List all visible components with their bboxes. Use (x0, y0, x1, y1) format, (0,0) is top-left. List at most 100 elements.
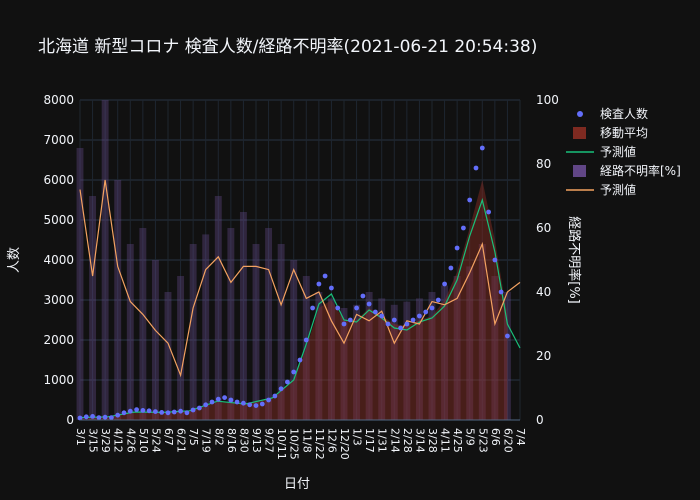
x-tick-label: 1/31 (376, 428, 389, 453)
bar-unknown-route-rate (76, 148, 84, 420)
moving-average-area (80, 180, 508, 420)
bar-unknown-route-rate (403, 301, 411, 420)
scatter-point-tests (121, 410, 127, 416)
bar-unknown-route-rate (101, 100, 109, 420)
bar-unknown-route-rate (340, 308, 348, 420)
scatter-point-tests (266, 397, 271, 403)
left-tick-label: 1000 (43, 373, 74, 387)
scatter-point-tests (335, 305, 341, 311)
bar-unknown-route-rate (126, 244, 134, 420)
scatter-point-tests (454, 245, 460, 251)
x-tick-label: 5/10 (137, 428, 150, 453)
x-tick-label: 3/14 (413, 428, 426, 453)
left-axis-ticks: 0 1000 2000 3000 4000 5000 6000 7000 8000 (43, 93, 74, 427)
x-tick-label: 10/11 (275, 428, 288, 460)
bar-unknown-route-rate (353, 304, 361, 420)
x-tick-label: 6/7 (162, 428, 175, 446)
right-tick-label: 100 (536, 93, 559, 107)
x-tick-label: 1/17 (363, 428, 376, 453)
right-tick-label: 0 (536, 413, 544, 427)
x-tick-label: 4/26 (124, 428, 137, 453)
chart-title: 北海道 新型コロナ 検査人数/経路不明率(2021-06-21 20:54:38… (38, 37, 537, 57)
bar-unknown-route-rate (466, 266, 474, 420)
x-axis-title: 日付 (284, 477, 310, 492)
scatter-point-tests (366, 301, 372, 307)
x-tick-label: 7/5 (187, 428, 200, 446)
scatter-point-tests (184, 410, 190, 416)
bar-unknown-route-rate (428, 292, 436, 420)
scatter-point-tests (134, 407, 140, 412)
scatter-point-tests (448, 265, 454, 271)
scatter-point-tests (398, 325, 403, 331)
scatter-point-tests (461, 225, 466, 231)
right-axis-title: 経路不明率[%] (566, 216, 582, 304)
scatter-point-tests (228, 397, 234, 403)
left-tick-label: 0 (66, 413, 74, 427)
bar-unknown-route-rate (227, 228, 235, 420)
x-tick-label: 9/13 (250, 428, 263, 453)
bar-unknown-route-rate (277, 244, 285, 420)
left-tick-label: 2000 (43, 333, 74, 347)
x-tick-label: 7/4 (514, 428, 527, 446)
x-tick-label: 3/29 (99, 428, 112, 453)
scatter-point-tests (159, 410, 165, 415)
scatter-point-tests (404, 321, 410, 327)
bar-unknown-route-rate (114, 180, 122, 420)
scatter-point-tests (234, 399, 240, 405)
left-tick-label: 5000 (43, 213, 74, 227)
scatter-point-tests (102, 414, 108, 420)
left-axis-title: 人数 (7, 247, 22, 273)
scatter-point-tests (341, 321, 347, 327)
x-tick-label: 6/21 (175, 428, 188, 453)
left-tick-label: 3000 (43, 293, 74, 307)
scatter-point-tests (253, 403, 259, 408)
x-tick-label: 5/23 (476, 428, 489, 453)
scatter-point-tests (96, 415, 102, 420)
bar-unknown-route-rate (202, 234, 210, 420)
legend-swatch-bar (573, 165, 586, 177)
scatter-point-tests (354, 305, 359, 311)
x-tick-label: 10/25 (288, 428, 301, 460)
bar-unknown-route-rate (365, 292, 373, 420)
right-tick-label: 60 (536, 221, 551, 235)
bar-unknown-route-rate (89, 196, 97, 420)
bar-unknown-route-rate (315, 292, 323, 420)
scatter-point-tests (291, 369, 297, 375)
bar-unknown-route-rate (139, 228, 147, 420)
scatter-point-tests (322, 273, 328, 279)
legend-label: 移動平均 (600, 126, 648, 140)
scatter-point-tests (165, 410, 171, 416)
scatter-point-tests (492, 257, 498, 263)
scatter-point-tests (203, 402, 209, 408)
bar-unknown-route-rate (214, 196, 222, 420)
x-tick-label: 4/11 (439, 428, 452, 453)
right-tick-label: 40 (536, 285, 551, 299)
legend-label: 検査人数 (600, 106, 648, 121)
right-tick-label: 20 (536, 349, 551, 363)
scatter-point-tests (83, 414, 89, 420)
bar-unknown-route-rate (151, 260, 159, 420)
left-tick-label: 6000 (43, 173, 74, 187)
scatter-point-tests (360, 293, 366, 299)
bar-unknown-route-rate (239, 212, 247, 420)
x-tick-label: 12/20 (338, 428, 351, 460)
scatter-point-tests (316, 281, 322, 287)
x-tick-label: 6/20 (501, 428, 514, 453)
scatter-point-tests (303, 337, 309, 343)
scatter-point-tests (278, 386, 284, 392)
scatter-point-tests (329, 285, 334, 291)
scatter-point-tests (417, 313, 422, 319)
bar-unknown-route-rate (441, 285, 449, 420)
scatter-point-tests (215, 396, 221, 402)
bar-unknown-route-rate (453, 276, 461, 420)
scatter-point-tests (423, 309, 429, 315)
scatter-point-tests (498, 289, 504, 295)
bar-unknown-route-rate (327, 298, 335, 420)
x-axis-ticks: 3/1 3/15 3/29 4/12 4/26 5/10 5/24 6/7 6/21 7/5 7/1… (74, 428, 527, 460)
scatter-point-tests (347, 317, 353, 323)
scatter-point-tests (505, 333, 510, 339)
scatter-point-tests (285, 379, 290, 385)
prediction-line-rate (79, 179, 521, 378)
